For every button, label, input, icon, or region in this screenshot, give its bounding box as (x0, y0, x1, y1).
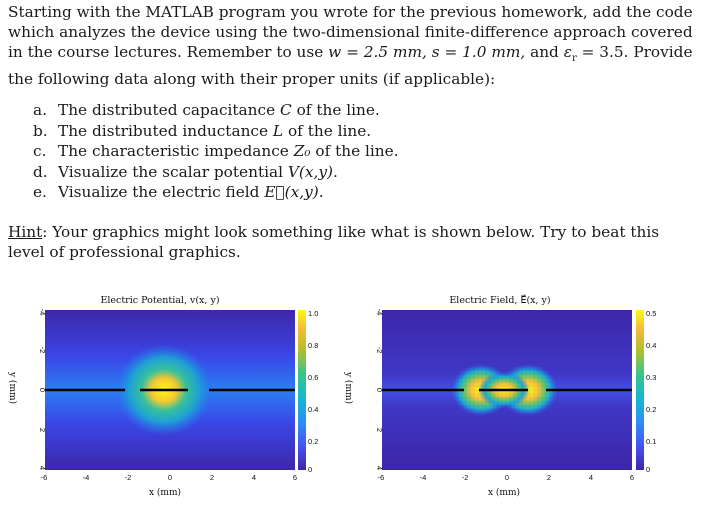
er-symbol: ε (563, 43, 572, 61)
list-item-text: Visualize the electric field (58, 183, 265, 201)
y-tick-label: -2 (38, 347, 47, 354)
x-tick-label: -4 (420, 473, 427, 482)
x-axis-label: x (mm) (488, 487, 520, 498)
list-item-rest: of the line. (291, 101, 380, 119)
x-ticks: -6 -4 -2 0 2 4 6 (378, 473, 634, 482)
y-tick-label: 2 (38, 428, 47, 432)
list-item: a. The distributed capacitance C of the l… (33, 100, 399, 121)
list-item-symbol: E⃗(x,y) (264, 183, 319, 201)
x-tick-label: -2 (462, 473, 469, 482)
colorbar-tick: 0.2 (308, 437, 318, 446)
list-item-text: The characteristic impedance (58, 142, 294, 160)
list-marker: c. (33, 142, 47, 160)
field-figure: Electric Field, E⃗(x, y) -6 -4 -2 0 2 4 … (336, 292, 686, 517)
x-tick-label: 6 (630, 473, 634, 482)
y-tick-label: -4 (375, 309, 384, 316)
list-marker: e. (33, 183, 47, 201)
y-tick-label: 0 (38, 388, 47, 392)
list-item: c. The characteristic impedance Z₀ of the… (33, 141, 399, 162)
list-item-rest: . (318, 183, 324, 201)
problem-statement: Starting with the MATLAB program you wro… (8, 2, 698, 89)
x-tick-label: 6 (293, 473, 297, 482)
list-item-symbol: Z₀ (293, 142, 311, 160)
s-value: s = 1.0 mm, (431, 43, 526, 61)
colorbar-tick: 0.8 (308, 341, 318, 350)
x-tick-label: -4 (83, 473, 90, 482)
y-tick-label: 0 (375, 388, 384, 392)
list-item: b. The distributed inductance L of the li… (33, 121, 399, 142)
x-tick-label: -6 (378, 473, 385, 482)
y-tick-label: -2 (375, 347, 384, 354)
colorbar-gradient (636, 310, 644, 470)
colorbar-tick: 0.6 (308, 373, 318, 382)
x-ticks: -6 -4 -2 0 2 4 6 (41, 473, 297, 482)
hint-paragraph: Hint: Your graphics might look something… (8, 222, 698, 262)
chart-title: Electric Field, E⃗(x, y) (449, 293, 550, 306)
x-tick-label: 0 (168, 473, 172, 482)
hint-text: : Your graphics might look something lik… (8, 223, 660, 261)
y-axis-label: y (mm) (343, 371, 354, 404)
colorbar-tick: 0.1 (646, 437, 656, 446)
colorbar-tick: 0.3 (646, 373, 656, 382)
colorbar-tick: 0.4 (308, 405, 318, 414)
list-item-text: Visualize the scalar potential (58, 162, 288, 181)
x-axis-label: x (mm) (149, 487, 181, 498)
y-tick-label: 4 (38, 466, 47, 470)
potential-plot: Electric Potential, v(x, y) -6 -4 -2 0 2… (7, 295, 318, 498)
list-item: d. Visualize the scalar potential V(x,y). (33, 162, 399, 183)
y-tick-label: 4 (375, 466, 384, 470)
colorbar-tick: 0.5 (646, 309, 656, 318)
list-item-symbol: C (280, 101, 292, 119)
colorbar-tick: 0 (646, 465, 650, 474)
list-item-symbol: V(x,y) (287, 162, 333, 181)
er-value: = 3.5. (576, 43, 629, 61)
potential-figure: Electric Potential, v(x, y) -6 -4 -2 0 2… (2, 292, 352, 517)
colorbar: 1.0 0.8 0.6 0.4 0.2 0 (298, 309, 318, 474)
y-tick-label: 2 (375, 428, 384, 432)
colorbar-tick: 1.0 (308, 309, 318, 318)
list-item-rest: of the line. (283, 121, 372, 140)
list-marker: b. (33, 121, 48, 140)
x-tick-label: 0 (505, 473, 509, 482)
x-tick-label: -2 (125, 473, 132, 482)
colorbar-tick: 0 (308, 465, 312, 474)
list-item-symbol: L (272, 121, 284, 140)
field-plot: Electric Field, E⃗(x, y) -6 -4 -2 0 2 4 … (343, 293, 656, 498)
w-value: w = 2.5 mm, (328, 43, 427, 61)
er-subscript: r (571, 53, 577, 65)
list-item-text: The distributed inductance (58, 121, 273, 140)
y-axis-label: y (mm) (7, 371, 18, 404)
list-item-rest: of the line. (310, 142, 399, 160)
intro-tail: Provide the following data along with th… (8, 43, 693, 89)
intro-text: Starting with the MATLAB program you wro… (8, 3, 693, 61)
x-tick-label: 2 (210, 473, 214, 482)
list-marker: d. (33, 162, 48, 181)
and-text: and (525, 43, 564, 61)
list-item: e. Visualize the electric field E⃗(x,y). (33, 182, 399, 203)
hint-label: Hint (8, 223, 43, 241)
task-list: a. The distributed capacitance C of the l… (33, 100, 399, 203)
list-marker: a. (33, 101, 47, 119)
x-tick-label: 4 (589, 473, 593, 482)
colorbar-tick: 0.4 (646, 341, 656, 350)
list-item-rest: . (332, 162, 338, 181)
y-ticks: -4 -2 0 2 4 (375, 309, 384, 470)
x-tick-label: 2 (547, 473, 551, 482)
x-tick-label: 4 (252, 473, 256, 482)
colorbar-tick: 0.2 (646, 405, 656, 414)
colorbar-gradient (298, 310, 306, 470)
list-item-text: The distributed capacitance (58, 101, 281, 119)
y-tick-label: -4 (38, 309, 47, 316)
y-ticks: -4 -2 0 2 4 (38, 309, 47, 470)
chart-title: Electric Potential, v(x, y) (100, 295, 219, 306)
x-tick-label: -6 (41, 473, 48, 482)
colorbar: 0.5 0.4 0.3 0.2 0.1 0 (636, 309, 656, 474)
